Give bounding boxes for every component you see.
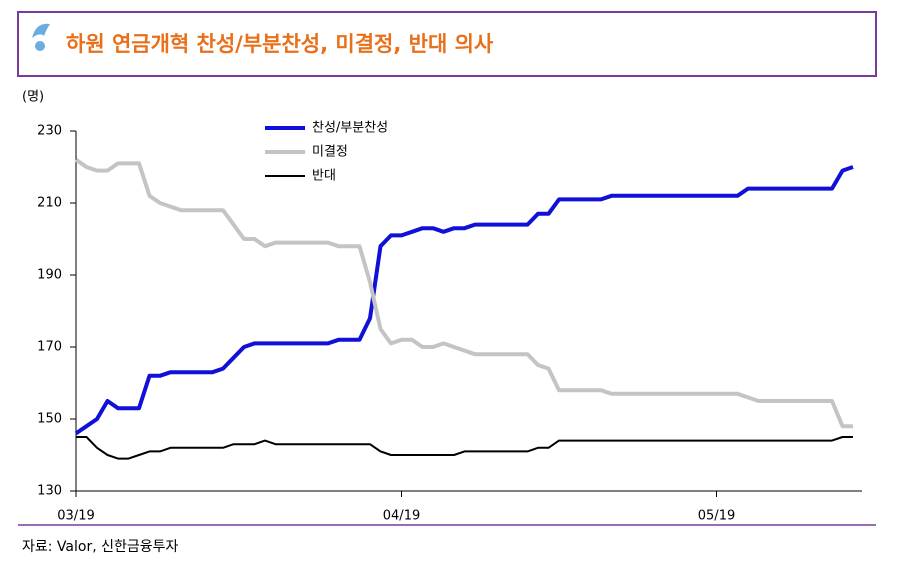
legend-label: 찬성/부분찬성 bbox=[312, 121, 388, 136]
x-tick-label: 03/19 bbox=[57, 509, 94, 524]
y-axis-label: (명) bbox=[22, 90, 44, 105]
y-tick-label: 130 bbox=[37, 484, 62, 499]
y-tick-label: 210 bbox=[37, 196, 62, 211]
x-tick-label: 05/19 bbox=[698, 509, 735, 524]
series-line bbox=[74, 158, 853, 429]
y-tick-label: 170 bbox=[37, 340, 62, 355]
title-icon bbox=[32, 23, 50, 51]
legend-label: 반대 bbox=[312, 169, 336, 184]
legend-label: 미결정 bbox=[312, 145, 348, 160]
y-tick-label: 150 bbox=[37, 412, 62, 427]
chart-title: 하원 연금개혁 찬성/부분찬성, 미결정, 반대 의사 bbox=[66, 32, 494, 56]
x-tick-label: 04/19 bbox=[383, 509, 420, 524]
source: 자료: Valor, 신한금융투자 bbox=[22, 539, 179, 555]
series-line bbox=[74, 165, 854, 436]
y-tick-label: 190 bbox=[37, 268, 62, 283]
y-tick-label: 230 bbox=[37, 124, 62, 139]
title-box bbox=[17, 11, 877, 77]
series-line bbox=[76, 436, 853, 460]
